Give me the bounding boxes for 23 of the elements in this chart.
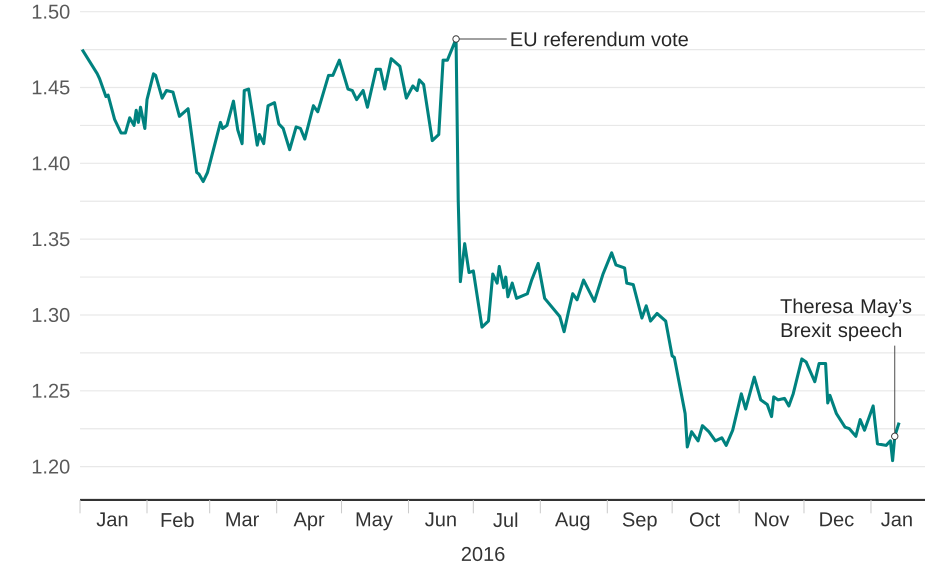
y-tick-label: 1.25	[32, 384, 70, 398]
y-tick-label: 1.50	[32, 4, 70, 19]
x-tick-label: Oct	[690, 512, 720, 527]
x-tick-label: Jul	[493, 512, 518, 528]
x-tick-label: May	[356, 512, 393, 530]
y-tick-label: 1.35	[32, 232, 70, 246]
x-tick-label: Jun	[425, 512, 456, 526]
y-tick-label: 1.40	[32, 156, 70, 170]
x-tick-label: Jan	[96, 512, 128, 526]
x-tick-label: Aug	[554, 512, 590, 530]
x-tick-label: Nov	[755, 512, 790, 526]
y-tick-label: 1.45	[32, 80, 70, 94]
x-tick-label: Mar	[226, 512, 259, 526]
x-tick-label: Feb	[162, 512, 194, 528]
x-tick-label: Dec	[820, 512, 854, 526]
x-tick-label: Sep	[622, 512, 657, 531]
x-tick-label: Apr	[294, 512, 324, 530]
x-tick-label: Jan	[881, 512, 912, 526]
y-tick-label: 1.30	[32, 308, 70, 322]
y-tick-label: 1.20	[32, 460, 70, 474]
annotation: Theresa May’s Brexit speech	[780, 298, 912, 342]
x-axis-title: 2016	[462, 546, 504, 562]
annotation: EU referendum vote	[511, 32, 688, 46]
